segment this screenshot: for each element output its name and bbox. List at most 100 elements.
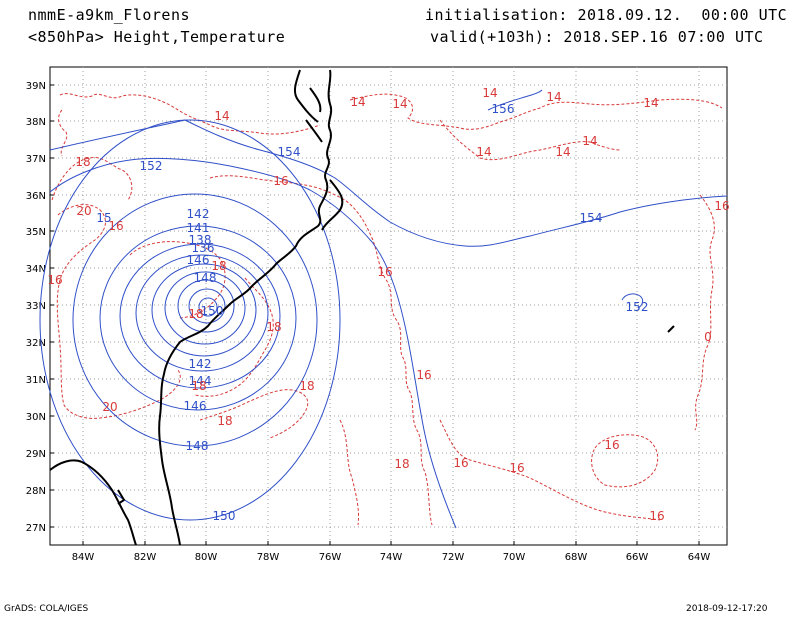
height-contour-label: 146 <box>184 399 207 413</box>
temperature-labels: 14 14 14 14 14 14 14 14 14 18 16 20 16 16 18 18 18 18 18 18… <box>47 86 729 523</box>
lon-tick-label: 64W <box>688 552 711 563</box>
footer-timestamp: 2018-09-12-17:20 <box>686 604 768 614</box>
temp-contour-16-mid <box>439 419 661 521</box>
temperature-contour-label: 16 <box>108 219 123 233</box>
valid-time: valid(+103h): 2018.SEP.16 07:00 UTC <box>430 28 764 46</box>
temperature-contour-label: 16 <box>509 461 524 475</box>
lat-tick-label: 33N <box>26 301 46 312</box>
temp-contour-14-north <box>59 93 321 135</box>
height-contour-150 <box>39 119 341 521</box>
temperature-contour-label: 14 <box>582 134 597 148</box>
temperature-contour-label: 18 <box>299 379 314 393</box>
model-title: nmmE-a9km_Florens <box>28 6 191 24</box>
height-contour-label: 150 <box>201 304 224 318</box>
temperature-contour-label: 16 <box>273 174 288 188</box>
grid-lines <box>50 67 727 545</box>
lon-tick-label: 80W <box>195 552 218 563</box>
temperature-contour-label: 14 <box>546 90 561 104</box>
temperature-contour-label: 14 <box>482 86 497 100</box>
height-contour-label: 152 <box>140 159 163 173</box>
gulf-coast <box>49 459 137 546</box>
height-contour-144 <box>119 243 281 389</box>
lat-tick-label: 30N <box>26 412 46 423</box>
lon-tick-label: 70W <box>503 552 526 563</box>
temperature-contour-label: 18 <box>211 259 226 273</box>
temperature-contour-label: 14 <box>555 145 570 159</box>
temp-contour-20 <box>56 204 181 419</box>
coastline <box>49 69 675 546</box>
init-time: initialisation: 2018.09.12. 00:00 UTC <box>425 6 788 24</box>
level-title: <850hPa> Height,Temperature <box>28 28 286 46</box>
lon-tick-label: 84W <box>72 552 95 563</box>
temperature-contour-label: 16 <box>714 199 729 213</box>
temperature-contour-label: 16 <box>47 273 62 287</box>
map-frame <box>49 66 728 546</box>
keys <box>117 489 126 505</box>
temp-contour-18-left <box>51 156 133 201</box>
temperature-contour-label: 18 <box>75 155 90 169</box>
height-contour-label: 154 <box>278 145 301 159</box>
height-contour-label: 144 <box>189 374 212 388</box>
outer-banks <box>321 179 344 231</box>
height-contour-141 <box>151 263 257 357</box>
temp-contour-18-inner <box>129 241 226 319</box>
temp-contour-16-curve <box>209 175 433 526</box>
height-contour-label: 15 <box>96 211 111 225</box>
temperature-contour-label: 18 <box>191 379 206 393</box>
lat-tick-label: 36N <box>26 191 46 202</box>
height-contour-154-west <box>49 119 728 247</box>
temp-contour-14-left <box>58 109 68 157</box>
height-contour-label: 150 <box>213 509 236 523</box>
height-contour-146 <box>99 225 297 411</box>
height-contour-138 <box>177 279 235 333</box>
lon-tick-label: 78W <box>257 552 280 563</box>
height-contour-label: 146 <box>187 253 210 267</box>
temp-contour-16-south <box>339 419 359 526</box>
lat-tick-label: 38N <box>26 117 46 128</box>
height-contour-136 <box>198 297 218 317</box>
temperature-contour-label: 14 <box>392 97 407 111</box>
lon-tick-label: 76W <box>319 552 342 563</box>
temperature-contour-label: 16 <box>416 368 431 382</box>
lat-tick-label: 28N <box>26 486 46 497</box>
height-contour-142 <box>135 254 269 372</box>
lat-tick-label: 32N <box>26 338 46 349</box>
height-contour-152-east <box>621 293 644 309</box>
axis-ticks: 39N 38N 37N 36N 35N 34N 33N 32N 31N 30N 29N 28N 27N 8… <box>26 81 711 563</box>
temperature-contour-label: 18 <box>217 414 232 428</box>
lat-tick-label: 29N <box>26 449 46 460</box>
height-contour-137 <box>188 288 226 324</box>
temperature-contour-label: 20 <box>102 400 117 414</box>
height-contour-label: 152 <box>626 300 649 314</box>
height-contours <box>39 89 728 529</box>
temperature-contour-label: 18 <box>188 307 203 321</box>
lat-tick-label: 31N <box>26 375 46 386</box>
height-labels: 1561541521541501481461441421411381361421… <box>96 102 648 523</box>
temperature-contour-label: 0 <box>704 330 712 344</box>
chesapeake <box>293 69 323 143</box>
temp-contour-18-south <box>199 389 309 439</box>
height-contour-152 <box>49 157 457 529</box>
lat-tick-label: 34N <box>26 264 46 275</box>
height-contour-label: 136 <box>192 241 215 255</box>
lat-tick-label: 39N <box>26 81 46 92</box>
height-contour-label: 141 <box>187 221 210 235</box>
lat-tick-label: 35N <box>26 227 46 238</box>
temperature-contour-label: 18 <box>266 320 281 334</box>
temperature-contour-label: 16 <box>604 438 619 452</box>
height-contour-156 <box>487 89 543 111</box>
temp-contour-16-east <box>694 194 715 431</box>
lon-tick-label: 66W <box>626 552 649 563</box>
temperature-contour-label: 18 <box>394 457 409 471</box>
lat-tick-label: 27N <box>26 523 46 534</box>
height-contour-label: 138 <box>189 233 212 247</box>
temperature-contour-label: 16 <box>377 265 392 279</box>
temperature-contour-label: 14 <box>350 95 365 109</box>
temperature-contour-label: 14 <box>214 109 229 123</box>
temp-contour-14-ne <box>349 93 723 130</box>
temp-contour-14-east <box>439 119 621 161</box>
height-contour-label: 142 <box>187 207 210 221</box>
temperature-contours <box>51 93 723 526</box>
lat-tick-label: 37N <box>26 154 46 165</box>
